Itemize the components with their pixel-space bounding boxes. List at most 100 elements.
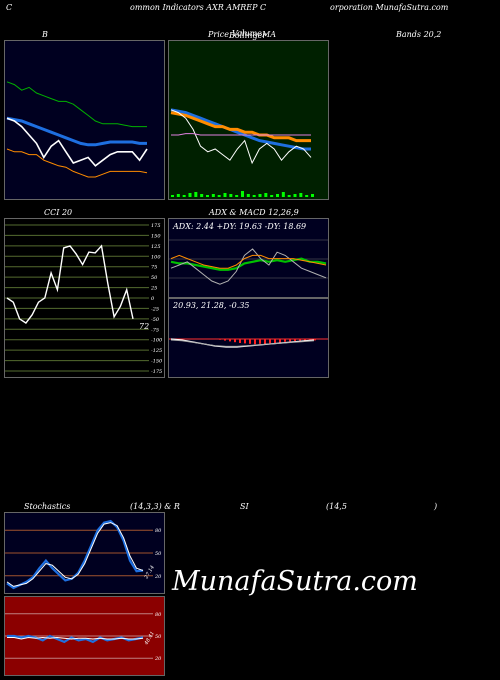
- cci-title: CCI 20: [44, 208, 73, 217]
- rsi-chart: 80 50 20 48.41: [5, 612, 162, 662]
- macd-histogram-bar: [304, 339, 306, 341]
- cci-tick-label: -25: [151, 306, 159, 312]
- macd-histogram-bar: [234, 339, 236, 343]
- macd-histogram-bar: [274, 339, 276, 343]
- cci-tick-label: 50: [151, 275, 158, 281]
- bollinger-series-line: [6, 116, 147, 147]
- cci-value-label: 72: [139, 322, 149, 331]
- stochastics-panel: 80 50 20 27.14: [4, 512, 165, 594]
- stoch-tick-label: 80: [155, 528, 162, 534]
- macd-histogram-bar: [239, 339, 241, 343]
- header-right: orporation MunafaSutra.com: [330, 3, 449, 12]
- adx-values: ADX: 2.44 +DY: 19.63 -DY: 18.69: [173, 222, 307, 231]
- volume-bar: [305, 195, 309, 197]
- volume-bar: [276, 194, 279, 197]
- macd-histogram-bar: [259, 339, 261, 344]
- volume-bar: [252, 195, 256, 197]
- volume-bar: [182, 195, 186, 197]
- macd-histogram-bar: [219, 339, 221, 340]
- volume-bar: [206, 195, 209, 197]
- cci-tick-label: 175: [151, 223, 161, 229]
- macd-histogram-bar: [294, 339, 296, 341]
- volume-bar: [229, 194, 233, 197]
- volume-bar: [246, 194, 250, 197]
- volume-bar: [264, 193, 268, 197]
- cci-tick-label: -175: [151, 369, 162, 375]
- rsi-series-line: [7, 636, 144, 640]
- macd-histogram-bar: [249, 339, 251, 344]
- stoch-series-line: [6, 522, 144, 587]
- bands-label: Bands 20,2: [396, 30, 442, 39]
- cci-line: [6, 244, 134, 324]
- bollinger-series-line: [6, 117, 148, 167]
- macd-histogram-bar: [279, 339, 281, 343]
- volume-bar: [223, 193, 227, 197]
- macd-histogram-bar: [229, 339, 231, 342]
- price-series-line: [170, 111, 311, 143]
- cci-tick-label: -125: [151, 348, 162, 354]
- stoch-rsi-params: (14,5: [326, 502, 347, 511]
- cci-tick-label: 125: [151, 244, 161, 250]
- macd-panel: 20.93, 21.28, -0.35: [168, 298, 329, 378]
- stoch-series-line: [6, 519, 144, 590]
- macd-chart: [169, 338, 328, 348]
- macd-histogram-bar: [224, 339, 226, 341]
- price-label: Price,: [208, 30, 232, 39]
- cci-tick-label: -50: [151, 317, 160, 323]
- macd-histogram-bar: [284, 339, 286, 342]
- cci-tick-label: 100: [151, 254, 161, 260]
- macd-histogram-bar: [289, 339, 291, 342]
- volume-bar: [211, 194, 215, 197]
- rsi-panel: 80 50 20 48.41: [4, 596, 165, 676]
- rsi-tick-label: 20: [154, 656, 162, 662]
- cci-tick-label: 150: [151, 233, 161, 239]
- macd-values: 20.93, 21.28, -0.35: [173, 301, 250, 310]
- bollinger-series-line: [6, 148, 148, 178]
- rsi-value-label: 48.41: [143, 631, 156, 647]
- macd-histogram-bar: [254, 339, 256, 345]
- stoch-paren: ): [434, 502, 438, 511]
- volume-label: Volume: [232, 29, 262, 38]
- rsi-tick-label: 50: [155, 634, 162, 640]
- bollinger-b-title: B: [42, 30, 48, 39]
- cci-chart: 175 150 125 100 75 50 25 0 -25 -50 -75 -100 -125 -150…: [5, 223, 163, 375]
- cci-tick-label: -150: [151, 359, 163, 365]
- adx-series-line: [170, 254, 327, 269]
- watermark: MunafaSutra.com: [172, 566, 418, 597]
- adx-series-line: [170, 248, 327, 285]
- adx-chart: [169, 239, 328, 285]
- cci-tick-label: -100: [151, 338, 163, 344]
- bollinger-label: Bollinger: [229, 31, 267, 40]
- volume-bar: [171, 195, 174, 197]
- macd-signal-line: [170, 339, 315, 347]
- stoch-tick-label: 20: [154, 574, 162, 580]
- header-mid: ommon Indicators AXR AMREP C: [130, 3, 267, 12]
- macd-histogram-bar: [269, 339, 271, 344]
- price-series-line: [171, 133, 311, 136]
- adx-macd-title: ADX & MACD 12,26,9: [209, 208, 299, 217]
- volume-bar: [293, 194, 297, 197]
- cci-tick-label: 75: [151, 265, 157, 271]
- macd-histogram-bar: [264, 339, 266, 345]
- volume-bar: [287, 195, 291, 197]
- volume-bar: [235, 195, 239, 197]
- bollinger-series-line: [6, 81, 147, 128]
- price-ma-panel: [168, 40, 329, 200]
- macd-histogram-bar: [299, 339, 301, 341]
- bollinger-b-panel: [4, 40, 165, 200]
- volume-bar: [194, 192, 198, 197]
- stoch-params: (14,3,3) & R: [130, 502, 180, 511]
- rsi-tick-label: 80: [155, 612, 162, 618]
- volume-bar: [258, 194, 262, 197]
- stoch-value-label: 27.14: [143, 565, 156, 581]
- volume-bar: [200, 194, 204, 197]
- volume-bar: [299, 193, 303, 197]
- cci-tick-label: -75: [151, 327, 159, 333]
- volume-bar: [270, 195, 274, 197]
- volume-bar: [188, 193, 192, 197]
- volume-bar: [176, 194, 180, 197]
- volume-bar: [281, 192, 285, 197]
- volume-bar: [217, 195, 221, 197]
- adx-panel: ADX: 2.44 +DY: 19.63 -DY: 18.69: [168, 218, 329, 298]
